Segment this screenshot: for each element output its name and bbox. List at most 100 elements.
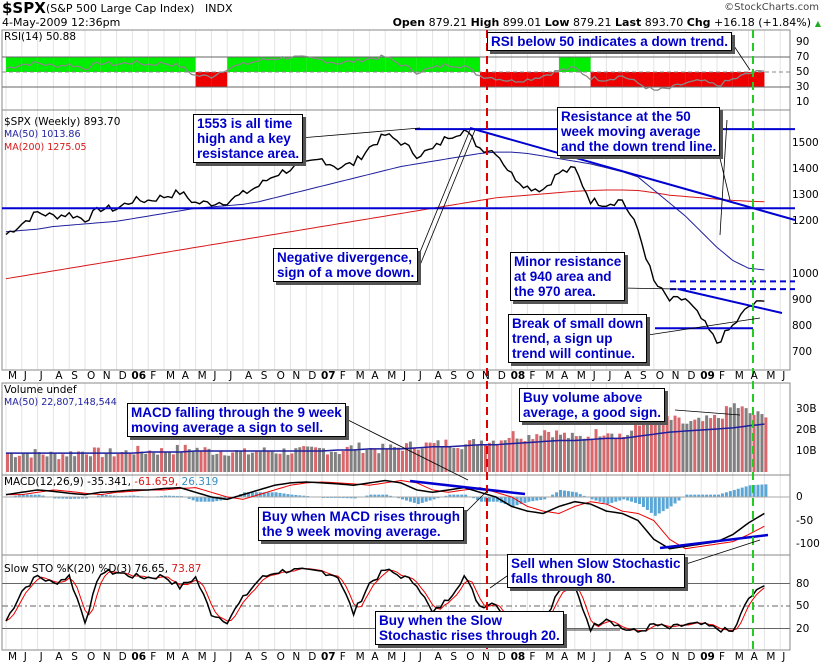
macd-histogram-bar [740,487,744,497]
month-label-bottom: J [592,651,596,663]
macd-histogram-bar [349,497,353,499]
month-label-bottom: J [608,651,612,663]
volume-bar [598,436,602,472]
volume-bar [45,456,49,472]
month-label-bottom: M [8,651,18,663]
macd-histogram-bar [535,497,539,501]
rsi-zone [306,57,322,72]
volume-bar [483,445,487,472]
rsi-zone [669,72,686,87]
month-label-bottom: D [687,651,696,663]
rsi-zone [195,72,212,87]
macd-histogram-bar [85,497,88,499]
volume-bar [353,449,357,472]
volume-bar [310,446,314,472]
month-label-bottom: M [355,651,365,663]
volume-bar [586,436,590,472]
volume-bar [705,415,709,472]
macd-line [5,479,765,550]
volume-bar [6,453,9,472]
volume-bar [578,435,582,472]
volume-bar [401,450,404,472]
volume-bar [179,451,183,472]
macd-histogram-bar [574,492,578,497]
volume-bar [329,451,333,472]
month-label-bottom: J [782,651,786,663]
month-label-bottom: N [671,651,680,663]
volume-bar [254,451,258,472]
annotation-box: Sell when Slow Stochastic falls through … [507,554,685,588]
month-label-top: J [592,370,596,382]
macd-histogram-bar [732,489,736,497]
month-label-bottom: J [403,651,407,663]
volume-tick: 20B [796,424,817,436]
price-line [5,129,765,344]
macd-histogram-bar [69,497,73,499]
macd-histogram-bar [262,492,266,497]
month-label-top: A [181,370,189,382]
volume-bar [669,419,673,472]
volume-bar [77,451,81,472]
volume-bar [638,425,641,472]
rsi-zone [685,72,702,87]
volume-bar [562,432,566,472]
macd-histogram-bar [618,497,622,501]
rsi-tick: 30 [796,81,810,93]
macd-histogram-bar [164,495,167,497]
macd-histogram-bar [211,497,215,502]
macd-histogram-bar [167,495,171,497]
annotation-leader-line [347,419,469,481]
month-label-bottom: A [750,651,758,663]
macd-histogram-bar [705,494,709,497]
macd-histogram-bar [171,495,175,497]
macd-histogram-bar [369,494,373,497]
volume-bar [649,412,653,472]
month-label-bottom: D [497,651,506,663]
volume-bar [207,448,211,472]
macd-histogram-bar [653,497,657,516]
volume-bar [187,449,191,472]
month-label-top: F [150,370,157,382]
macd-signal-value: -61.659, [134,476,179,488]
month-label-bottom: F [719,651,726,663]
volume-tick: 10B [796,445,817,457]
volume-bar [373,449,377,472]
macd-signal-line [6,480,765,550]
volume-bar [452,447,456,472]
macd-histogram-bar [160,495,164,497]
rsi-zone [322,57,338,72]
month-label-bottom: S [260,651,268,663]
volume-bar [314,447,318,472]
month-label-top: J [39,370,43,382]
rsi-zone [717,72,733,87]
volume-bar [73,456,77,472]
macd-histogram-bar [444,495,448,497]
macd-histogram-bar [764,484,768,497]
price-tick: 1300 [792,189,819,202]
month-label-bottom: D [118,651,127,663]
macd-histogram-bar [428,497,432,501]
volume-bar [523,441,527,472]
macd-histogram-bar [37,494,41,497]
macd-histogram-bar [120,495,124,497]
month-label-top: J [213,370,217,382]
last-value: 893.70 [644,16,684,29]
macd-hist-value: 26.319 [181,476,219,488]
volume-bar [614,438,618,472]
month-label-top: D [118,370,127,382]
volume-bar [480,440,483,472]
macd-histogram-bar [701,494,705,497]
volume-bar [164,452,167,472]
ma200-line [5,189,765,280]
macd-histogram-bar [641,497,645,507]
macd-histogram-bar [661,497,665,512]
panel-border [1,109,791,371]
rsi-zone [748,72,765,87]
annotation-leader-line [489,575,508,589]
volume-bar [167,452,171,472]
macd-histogram-bar [464,494,468,497]
macd-histogram-bar [29,494,33,497]
volume-bar [511,431,515,472]
ma50-legend: MA(50) 1013.86 [4,129,81,140]
high-value: 899.01 [502,16,542,29]
